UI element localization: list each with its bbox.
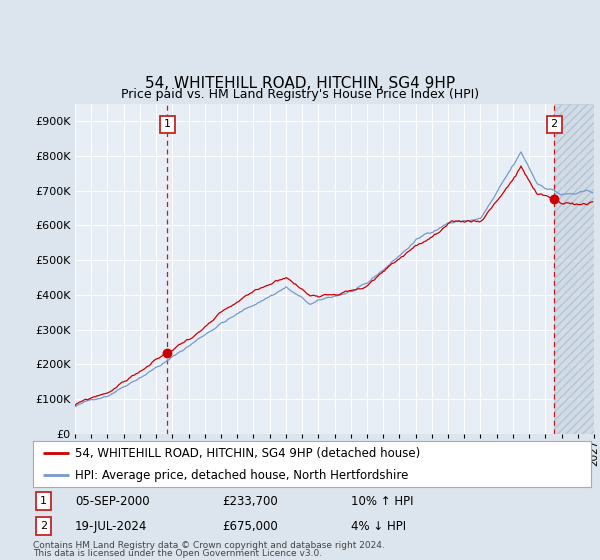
Text: 10% ↑ HPI: 10% ↑ HPI (351, 494, 413, 507)
Text: 1: 1 (40, 496, 47, 506)
Text: 54, WHITEHILL ROAD, HITCHIN, SG4 9HP: 54, WHITEHILL ROAD, HITCHIN, SG4 9HP (145, 76, 455, 91)
Text: HPI: Average price, detached house, North Hertfordshire: HPI: Average price, detached house, Nort… (75, 469, 408, 482)
Text: 54, WHITEHILL ROAD, HITCHIN, SG4 9HP (detached house): 54, WHITEHILL ROAD, HITCHIN, SG4 9HP (de… (75, 447, 420, 460)
Point (163, 348, 172, 357)
Point (550, 195, 559, 204)
Text: 2: 2 (551, 119, 557, 129)
Text: 05-SEP-2000: 05-SEP-2000 (75, 494, 149, 507)
Text: £675,000: £675,000 (223, 520, 278, 533)
Text: 4% ↓ HPI: 4% ↓ HPI (351, 520, 406, 533)
Bar (554, 104, 594, 434)
Text: 2: 2 (40, 521, 47, 531)
Text: Contains HM Land Registry data © Crown copyright and database right 2024.: Contains HM Land Registry data © Crown c… (33, 541, 385, 550)
Text: £233,700: £233,700 (223, 494, 278, 507)
Text: Price paid vs. HM Land Registry's House Price Index (HPI): Price paid vs. HM Land Registry's House … (121, 88, 479, 101)
Text: 1: 1 (164, 119, 171, 129)
Text: 19-JUL-2024: 19-JUL-2024 (75, 520, 147, 533)
Text: This data is licensed under the Open Government Licence v3.0.: This data is licensed under the Open Gov… (33, 549, 322, 558)
